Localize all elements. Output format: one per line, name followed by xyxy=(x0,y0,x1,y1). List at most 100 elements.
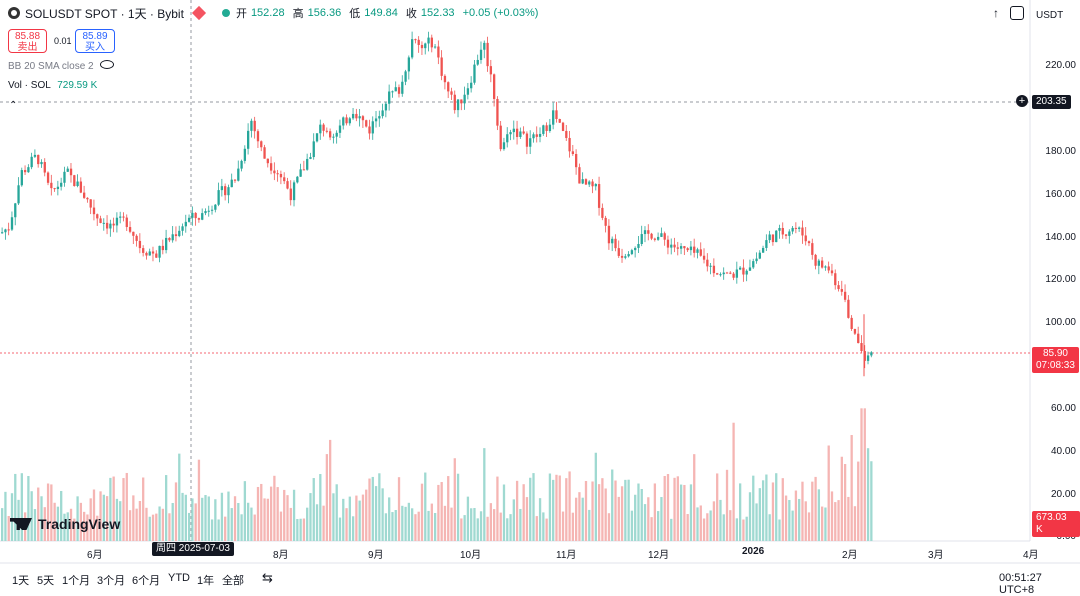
volume-bar xyxy=(371,476,374,541)
candle xyxy=(401,81,404,94)
volume-bar xyxy=(404,506,407,541)
month-label: 4月 xyxy=(1023,550,1039,561)
candle xyxy=(20,170,23,186)
volume-bar xyxy=(601,478,604,541)
volume-bar xyxy=(866,448,870,541)
candle xyxy=(66,168,69,172)
volume-bar xyxy=(771,482,775,541)
volume-bar xyxy=(597,484,601,541)
candle xyxy=(729,272,732,274)
candle xyxy=(460,99,463,104)
candle xyxy=(709,265,712,267)
candle xyxy=(801,227,804,236)
sell-button[interactable]: 85.88 卖出 xyxy=(8,29,47,53)
price-tick: 100.00 xyxy=(1045,317,1076,328)
volume-bar xyxy=(401,505,404,541)
volume-bar xyxy=(407,502,411,541)
month-label: 8月 xyxy=(273,550,289,561)
candle xyxy=(128,227,132,232)
vol-value: 729.59 K xyxy=(57,80,98,91)
solana-logo-icon xyxy=(8,7,20,19)
timeframe-button[interactable]: 全部 xyxy=(222,575,244,587)
volume-bar xyxy=(325,454,329,541)
volume-bar xyxy=(210,519,214,541)
candle xyxy=(338,125,342,133)
volume-bar xyxy=(40,496,43,541)
volume-bar xyxy=(817,489,821,541)
candle xyxy=(532,134,535,139)
fullscreen-icon[interactable] xyxy=(1010,6,1024,20)
volume-bar xyxy=(142,477,145,541)
bb-indicator[interactable]: BB 20 SMA close 2 xyxy=(8,60,115,72)
volume-bar xyxy=(575,497,578,541)
candle xyxy=(463,94,466,104)
candle xyxy=(555,110,558,119)
month-label: 9月 xyxy=(368,550,384,561)
price-tick: 120.00 xyxy=(1045,274,1076,285)
candle xyxy=(447,82,450,92)
candle xyxy=(870,352,873,356)
volume-bar xyxy=(830,491,834,541)
candle xyxy=(433,46,437,48)
candle xyxy=(745,270,748,275)
symbol-title[interactable]: SOLUSDT SPOT · 1天 · Bybit xyxy=(25,6,184,21)
candle xyxy=(312,141,315,158)
timeframe-button[interactable]: YTD xyxy=(168,572,190,584)
volume-bar xyxy=(473,508,476,541)
date-range-icon[interactable]: ⇆ xyxy=(262,570,273,585)
candle xyxy=(269,163,273,171)
currency-label[interactable]: USDT xyxy=(1036,10,1064,21)
volume-bar xyxy=(696,507,699,541)
volume-bar xyxy=(10,493,14,541)
candle xyxy=(824,266,827,268)
volume-bar xyxy=(145,507,148,541)
candle xyxy=(322,124,325,131)
timeframe-button[interactable]: 1个月 xyxy=(62,575,91,587)
candle xyxy=(378,116,381,119)
volume-bar xyxy=(843,464,847,541)
volume-bar xyxy=(256,486,260,541)
candle xyxy=(345,117,348,124)
timeframe-button[interactable]: 6个月 xyxy=(132,575,161,587)
month-label: 3月 xyxy=(928,550,944,561)
candle xyxy=(181,226,184,231)
high-label: 高 xyxy=(292,8,304,20)
candle xyxy=(791,227,794,232)
high-value: 156.36 xyxy=(307,7,342,19)
candle xyxy=(578,167,581,184)
clock[interactable]: 00:51:27 UTC+8 xyxy=(999,572,1042,596)
buy-button[interactable]: 85.89 买入 xyxy=(75,29,115,53)
volume-bar xyxy=(56,506,60,541)
volume-bar xyxy=(279,511,283,541)
candle xyxy=(519,131,522,137)
candle xyxy=(535,134,538,137)
volume-bar xyxy=(499,512,502,541)
volume-bar xyxy=(286,495,289,541)
candle xyxy=(394,87,397,92)
candle xyxy=(742,267,745,275)
volume-bar xyxy=(640,489,643,541)
candle xyxy=(53,188,56,190)
candle xyxy=(237,168,240,181)
sell-price: 85.88 xyxy=(14,31,41,42)
candle xyxy=(4,229,7,233)
candle xyxy=(470,82,473,89)
collapse-chevron-icon[interactable]: ⌃ xyxy=(9,100,18,111)
timeframe-button[interactable]: 5天 xyxy=(37,575,55,587)
volume-indicator[interactable]: Vol · SOL 729.59 K xyxy=(8,80,97,91)
candle xyxy=(496,98,499,126)
eye-icon[interactable] xyxy=(100,60,115,69)
timeframe-button[interactable]: 1天 xyxy=(12,575,30,587)
up-arrow-icon[interactable]: ↑ xyxy=(993,6,999,20)
candle xyxy=(860,343,863,352)
volume-bar xyxy=(798,498,801,541)
add-alert-icon[interactable]: + xyxy=(1016,95,1028,107)
candle xyxy=(850,317,853,329)
favorite-icon[interactable] xyxy=(191,5,207,21)
volume-bar xyxy=(433,512,437,541)
volume-bar xyxy=(509,514,512,541)
timeframe-button[interactable]: 3个月 xyxy=(97,575,126,587)
timeframe-button[interactable]: 1年 xyxy=(197,575,215,587)
candle xyxy=(591,181,594,187)
